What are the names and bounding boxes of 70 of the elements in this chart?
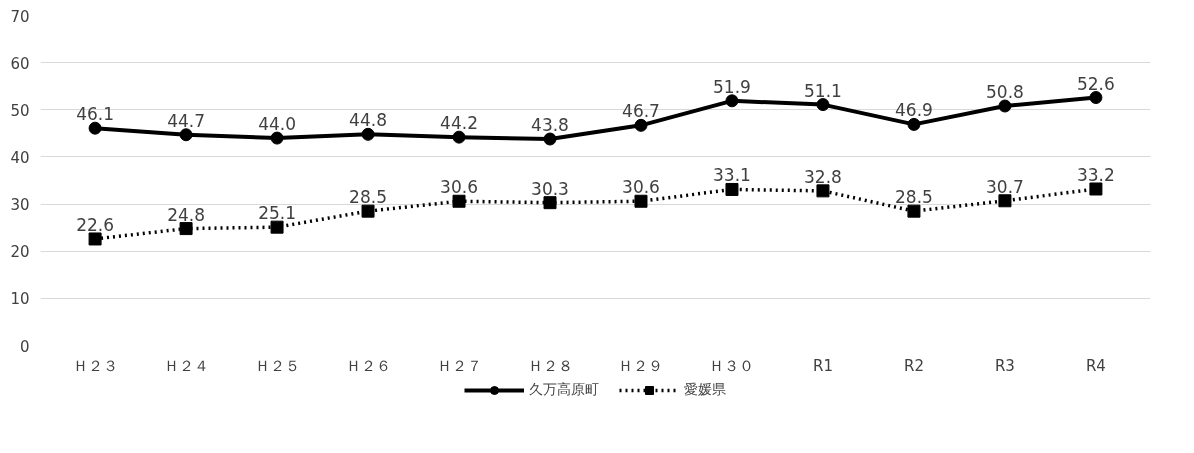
point: [361, 127, 375, 141]
x-tick-label: Ｈ２５: [254, 356, 300, 375]
y-tick-label: 0: [19, 337, 30, 356]
legend-label: 愛媛県: [684, 381, 726, 399]
x-tick-label: R1: [812, 356, 833, 375]
x-tick-label: Ｈ２７: [436, 356, 482, 375]
data-label: 30.3: [531, 178, 569, 199]
point: [270, 220, 284, 234]
data-label: 33.1: [713, 165, 751, 186]
point: [543, 132, 557, 146]
data-label: 30.6: [622, 177, 660, 198]
x-tick-label: Ｈ３０: [709, 356, 755, 375]
point: [998, 194, 1012, 208]
point: [179, 128, 193, 142]
x-tick-label: R4: [1085, 356, 1106, 375]
point: [88, 232, 102, 246]
y-tick-label: 50: [10, 101, 30, 120]
data-label: 50.8: [986, 82, 1024, 103]
point: [725, 94, 739, 108]
data-label: 30.6: [440, 177, 478, 198]
x-tick-label: R3: [994, 356, 1015, 375]
y-tick-label: 60: [10, 54, 30, 73]
data-label: 46.9: [895, 100, 933, 121]
point: [452, 194, 466, 208]
legend-label: 久万高原町: [529, 381, 599, 399]
point: [816, 98, 830, 112]
point: [725, 182, 739, 196]
point: [1089, 91, 1103, 105]
point: [361, 204, 375, 218]
point: [452, 130, 466, 144]
data-label: 51.9: [713, 76, 751, 97]
point: [88, 121, 102, 135]
data-label: 51.1: [804, 80, 842, 101]
point: [907, 117, 921, 131]
point: [998, 99, 1012, 113]
data-label: 46.7: [622, 101, 660, 122]
data-label: 44.0: [258, 114, 296, 135]
data-label: 33.2: [1076, 164, 1115, 185]
x-tick-label: R2: [903, 356, 924, 375]
data-label: 44.7: [167, 110, 206, 131]
data-label: 25.1: [258, 203, 296, 224]
data-label: 46.1: [76, 104, 115, 125]
point: [634, 194, 648, 208]
y-tick-label: 10: [10, 290, 30, 309]
data-label: 44.8: [349, 110, 387, 131]
point: [270, 131, 284, 145]
data-label: 43.8: [531, 115, 569, 136]
data-label: 24.8: [167, 204, 206, 225]
x-tick-label: Ｈ２８: [527, 356, 573, 375]
point: [634, 118, 648, 132]
data-label: 22.6: [76, 214, 115, 235]
y-tick-label: 30: [10, 196, 30, 215]
y-tick-label: 70: [10, 7, 30, 26]
data-label: 32.8: [804, 166, 842, 187]
x-tick-label: Ｈ２９: [618, 356, 664, 375]
point: [179, 222, 193, 236]
x-tick-label: Ｈ２３: [72, 356, 118, 375]
data-label: 28.5: [349, 187, 387, 208]
data-label: 52.6: [1076, 73, 1115, 94]
data-label: 28.5: [895, 187, 933, 208]
point: [816, 184, 830, 198]
x-tick-label: Ｈ２４: [163, 356, 209, 375]
data-label: 44.2: [440, 113, 478, 134]
data-label: 30.7: [986, 176, 1024, 197]
x-tick-label: Ｈ２６: [345, 356, 391, 375]
point: [543, 196, 557, 210]
point: [1089, 182, 1103, 196]
y-tick-label: 40: [10, 148, 30, 167]
y-tick-label: 20: [10, 243, 30, 262]
point: [907, 204, 921, 218]
